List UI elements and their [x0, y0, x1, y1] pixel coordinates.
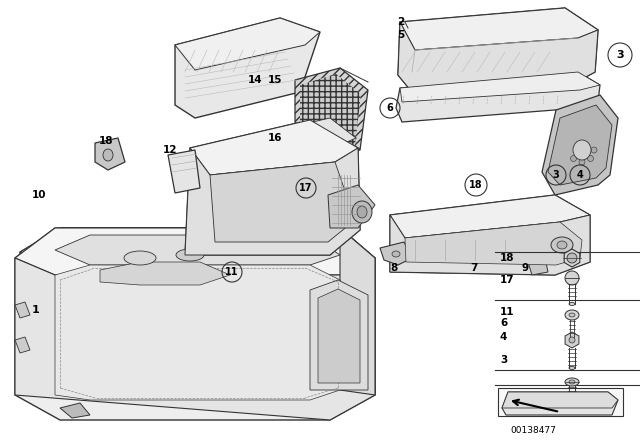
Ellipse shape — [176, 249, 204, 261]
Text: 14: 14 — [248, 75, 262, 85]
Polygon shape — [15, 302, 30, 318]
Polygon shape — [15, 258, 375, 420]
Text: 3: 3 — [616, 50, 624, 60]
Ellipse shape — [569, 401, 575, 404]
Text: 16: 16 — [268, 133, 282, 143]
Polygon shape — [185, 120, 360, 255]
Text: 11: 11 — [500, 307, 515, 317]
Polygon shape — [340, 228, 375, 395]
Text: 18: 18 — [99, 136, 113, 146]
Ellipse shape — [570, 336, 574, 339]
Text: 4: 4 — [577, 170, 584, 180]
Polygon shape — [318, 289, 360, 383]
Text: 6: 6 — [387, 103, 394, 113]
FancyBboxPatch shape — [498, 388, 623, 416]
Text: 1: 1 — [32, 305, 40, 315]
Polygon shape — [95, 138, 125, 170]
Ellipse shape — [569, 302, 575, 306]
Polygon shape — [310, 280, 368, 390]
Polygon shape — [502, 392, 618, 415]
Circle shape — [567, 253, 577, 263]
Polygon shape — [390, 195, 590, 275]
Ellipse shape — [565, 310, 579, 320]
Polygon shape — [400, 8, 598, 50]
Polygon shape — [400, 72, 600, 102]
Ellipse shape — [569, 313, 575, 317]
Polygon shape — [548, 105, 612, 185]
Text: 11: 11 — [225, 267, 239, 277]
Polygon shape — [328, 185, 375, 228]
Ellipse shape — [352, 201, 372, 223]
Text: 17: 17 — [300, 183, 313, 193]
Polygon shape — [20, 228, 365, 270]
Text: 3: 3 — [500, 355, 508, 365]
Polygon shape — [270, 118, 356, 178]
Ellipse shape — [124, 251, 156, 265]
Ellipse shape — [565, 378, 579, 386]
Circle shape — [588, 155, 593, 161]
Polygon shape — [300, 74, 361, 155]
Ellipse shape — [569, 380, 575, 384]
Text: 18: 18 — [500, 253, 515, 263]
Text: 3: 3 — [552, 170, 559, 180]
Circle shape — [591, 147, 597, 153]
Polygon shape — [15, 228, 375, 275]
Polygon shape — [15, 337, 30, 353]
Polygon shape — [175, 18, 320, 70]
Ellipse shape — [573, 140, 591, 160]
Ellipse shape — [551, 237, 573, 253]
Polygon shape — [390, 215, 590, 275]
Polygon shape — [390, 195, 590, 238]
Polygon shape — [168, 150, 200, 193]
Text: 17: 17 — [500, 275, 515, 285]
Circle shape — [579, 159, 585, 165]
Text: 15: 15 — [268, 75, 282, 85]
Ellipse shape — [392, 251, 400, 257]
Polygon shape — [185, 148, 360, 255]
Polygon shape — [528, 258, 548, 275]
Text: 5: 5 — [397, 30, 404, 40]
Circle shape — [570, 155, 577, 161]
Text: 7: 7 — [470, 263, 477, 273]
Text: 9: 9 — [522, 263, 529, 273]
Circle shape — [569, 337, 575, 343]
Text: 12: 12 — [163, 145, 177, 155]
Ellipse shape — [569, 366, 575, 370]
Ellipse shape — [103, 149, 113, 161]
Polygon shape — [60, 403, 90, 418]
Text: 8: 8 — [390, 263, 397, 273]
Polygon shape — [398, 22, 598, 92]
Polygon shape — [542, 95, 618, 195]
Polygon shape — [380, 242, 412, 265]
Polygon shape — [15, 228, 375, 420]
Polygon shape — [55, 235, 340, 265]
Polygon shape — [405, 222, 582, 265]
Ellipse shape — [557, 241, 567, 249]
Polygon shape — [55, 265, 340, 400]
Polygon shape — [175, 18, 320, 118]
Polygon shape — [270, 118, 356, 155]
Polygon shape — [100, 262, 230, 285]
Polygon shape — [210, 162, 355, 242]
Text: 10: 10 — [32, 190, 47, 200]
Polygon shape — [502, 392, 618, 408]
Text: 00138477: 00138477 — [510, 426, 556, 435]
Ellipse shape — [357, 206, 367, 218]
Polygon shape — [295, 68, 368, 162]
Text: 2: 2 — [397, 17, 404, 27]
Circle shape — [565, 271, 579, 285]
Text: 4: 4 — [500, 332, 508, 342]
Polygon shape — [190, 120, 358, 175]
Text: 6: 6 — [500, 318, 508, 328]
Text: 18: 18 — [469, 180, 483, 190]
Polygon shape — [396, 72, 600, 122]
Polygon shape — [20, 252, 60, 395]
Polygon shape — [398, 8, 598, 92]
